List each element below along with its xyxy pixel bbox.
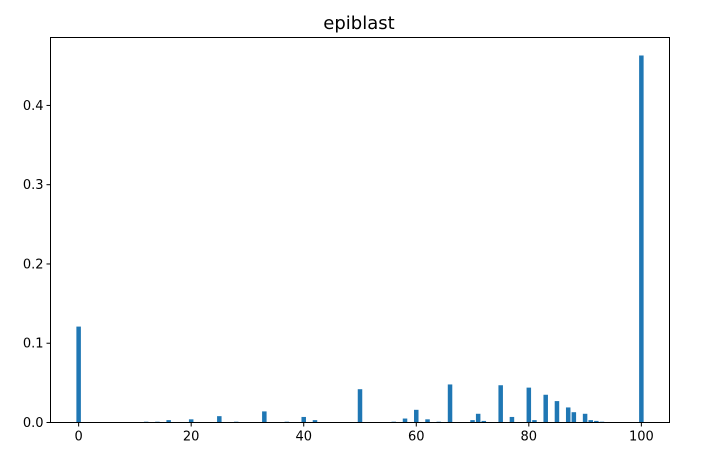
bar bbox=[262, 411, 267, 423]
bar bbox=[554, 401, 560, 423]
y-axis: 0.0 0.1 0.2 0.3 0.4 bbox=[23, 99, 51, 431]
y-tick-label: 0.3 bbox=[23, 178, 44, 193]
bar bbox=[594, 420, 599, 423]
bar bbox=[414, 409, 419, 423]
bar bbox=[312, 420, 318, 423]
bar bbox=[639, 55, 644, 423]
y-tick-label: 0.1 bbox=[23, 337, 44, 352]
bar bbox=[532, 420, 537, 423]
bar bbox=[402, 418, 408, 423]
x-axis: 0 20 40 60 80 100 bbox=[74, 422, 654, 445]
bar bbox=[571, 412, 577, 423]
plot-frame bbox=[50, 37, 670, 423]
bar bbox=[509, 416, 515, 423]
bar bbox=[588, 420, 593, 423]
bar bbox=[425, 419, 430, 423]
x-tick-label: 80 bbox=[521, 430, 538, 445]
bar bbox=[357, 389, 363, 423]
bar bbox=[582, 413, 588, 423]
x-tick-label: 20 bbox=[183, 430, 200, 445]
bar bbox=[526, 387, 532, 423]
bar bbox=[475, 413, 481, 423]
bar bbox=[498, 385, 503, 423]
x-tick-label: 0 bbox=[74, 430, 82, 445]
bar bbox=[301, 416, 306, 423]
y-tick-label: 0.2 bbox=[23, 257, 44, 272]
bar bbox=[217, 416, 222, 423]
y-tick-label: 0.4 bbox=[23, 99, 44, 114]
bar bbox=[565, 407, 571, 423]
bar bbox=[543, 394, 548, 423]
bars-group bbox=[76, 55, 644, 423]
y-tick-label: 0.0 bbox=[23, 416, 44, 431]
chart-title: epiblast bbox=[323, 13, 394, 34]
x-tick-label: 100 bbox=[629, 430, 654, 445]
bar bbox=[470, 420, 475, 423]
bar bbox=[188, 419, 194, 423]
bar bbox=[447, 384, 453, 423]
x-tick-label: 40 bbox=[295, 430, 312, 445]
bar bbox=[166, 420, 171, 423]
bar bbox=[76, 326, 81, 423]
x-tick-label: 60 bbox=[408, 430, 425, 445]
bar bbox=[481, 420, 487, 423]
